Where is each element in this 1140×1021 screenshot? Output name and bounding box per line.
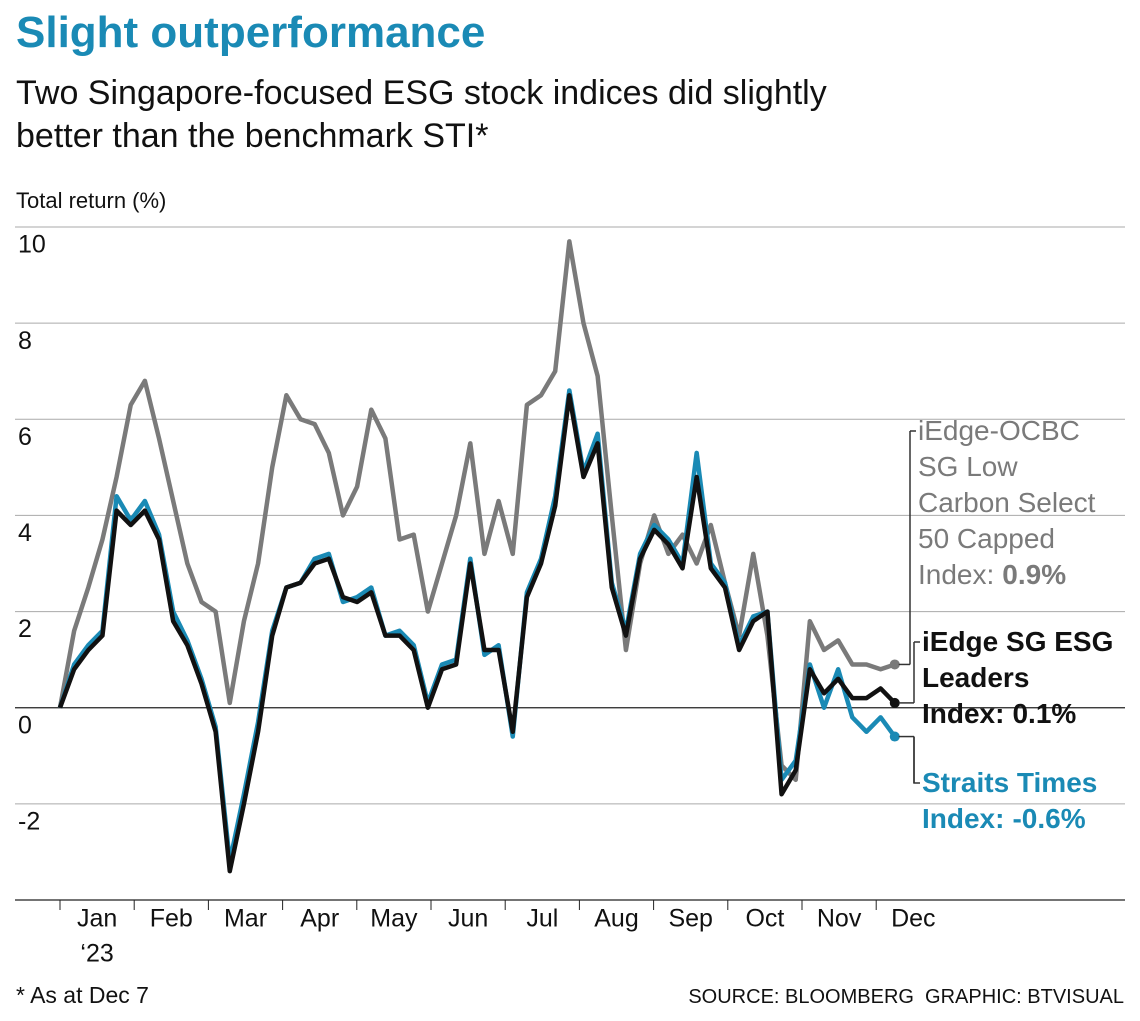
chart-title: Slight outperformance xyxy=(16,8,486,57)
x-tick-label: May xyxy=(370,905,418,933)
line xyxy=(57,239,896,783)
legend-entry: iEdge-OCBC SG Low Carbon Select 50 Cappe… xyxy=(918,415,1096,590)
y-tick-label: 6 xyxy=(18,423,32,451)
x-tick-label: Feb xyxy=(150,905,193,933)
legend-entry: Straits Times Index: xyxy=(922,767,1098,834)
y-tick-label: 8 xyxy=(18,327,32,355)
x-tick-label: Sep xyxy=(668,905,712,933)
legend-entry: iEdge SG ESG Leaders Index: xyxy=(922,626,1114,729)
x-tick-label: Oct xyxy=(745,905,784,933)
end-dot xyxy=(889,731,900,742)
x-tick-label: Jul xyxy=(526,905,558,933)
source: SOURCE: BLOOMBERG GRAPHIC: BTVISUAL xyxy=(688,986,1124,1008)
x-tick-label: Jan xyxy=(77,905,117,933)
x-tick-label: Aug xyxy=(594,905,638,933)
x-tick-label: Dec xyxy=(891,905,935,933)
end-dot xyxy=(889,659,900,670)
x-tick-label: Jun xyxy=(448,905,488,933)
end-value-label: 0.9% xyxy=(1002,559,1067,590)
label-bracket xyxy=(913,736,920,784)
footnote: * As at Dec 7 xyxy=(16,982,149,1008)
x-tick-label: Mar xyxy=(224,905,267,933)
y-tick-label: -2 xyxy=(18,807,40,835)
series-label: Straits Times Index: -0.6% xyxy=(922,765,1122,837)
y-tick-label: 0 xyxy=(18,711,32,739)
x-tick-label: Nov xyxy=(817,905,862,933)
y-tick-label: 4 xyxy=(18,519,32,547)
end-value-label: -0.6% xyxy=(1012,803,1086,834)
x-tick-label: Apr xyxy=(300,905,339,933)
end-dot xyxy=(889,697,900,708)
y-tick-label: 2 xyxy=(18,615,32,643)
series-label: iEdge SG ESG Leaders Index: 0.1% xyxy=(922,624,1132,732)
y-tick-label: 10 xyxy=(18,231,46,259)
y-axis-label: Total return (%) xyxy=(16,188,167,213)
year-label: ‘23 xyxy=(80,940,113,968)
series-label: iEdge-OCBC SG Low Carbon Select 50 Cappe… xyxy=(918,413,1108,593)
end-value-label: 0.1% xyxy=(1012,698,1077,729)
line xyxy=(57,393,897,874)
chart-subtitle: Two Singapore-focused ESG stock indices … xyxy=(16,74,827,155)
